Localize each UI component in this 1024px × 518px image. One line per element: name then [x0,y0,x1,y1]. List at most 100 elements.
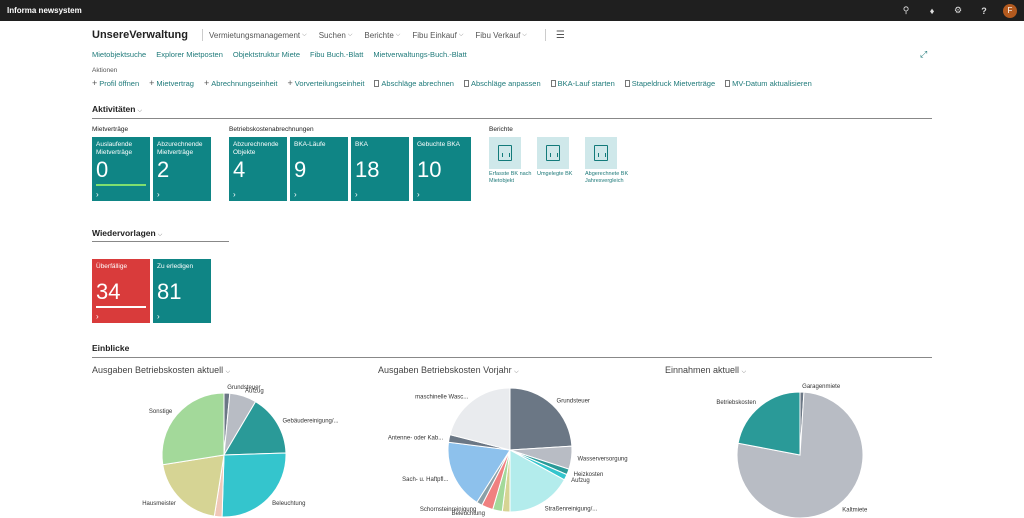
section-wiedervorlagen-title[interactable]: Wiedervorlagen ⌵ [92,228,162,239]
tile-ueberfaellige[interactable]: Überfällige 34 › [92,259,150,323]
pie-slice[interactable] [162,454,225,517]
tile-auslaufende-mietvertraege[interactable]: Auslaufende Mietverträge 0 › [92,137,150,201]
nav-item-label: Fibu Einkauf [412,30,457,40]
report-tile-abgerechnete-bk[interactable] [585,137,617,169]
tile-abzurechnende-mietvertraege[interactable]: Abzurechnende Mietverträge 2 › [153,137,211,201]
action-label: MV-Datum aktualisieren [732,78,812,88]
nav-item-fibu-verkauf[interactable]: Fibu Verkauf ⌵ [475,31,526,40]
tile-abzurechnende-objekte[interactable]: Abzurechnende Objekte 4 › [229,137,287,201]
tile-label: Überfällige [96,263,128,270]
pie-chart-einnahmen-aktuell: Garagenmiete Kaltmiete Betriebskosten [716,384,868,518]
actions-bar: + Profil öffnen + Mietvertrag + Abrechnungs… [92,78,812,88]
link-mietobjektsuche[interactable]: Mietobjektsuche [92,50,147,59]
chevron-right-icon: › [417,190,420,199]
gear-icon[interactable]: ⚙ [953,5,963,15]
pie-slice[interactable] [221,452,287,518]
pie-slice-label: Betriebskosten [716,400,756,406]
report-tile-erfasste-bk[interactable] [489,137,521,169]
pie-slice-label: Straßenreinigung/... [545,507,598,513]
action-bka-lauf-starten[interactable]: BKA-Lauf starten [550,78,615,88]
actions-label: Aktionen [92,67,118,74]
section-title-text: Wiedervorlagen [92,228,156,238]
nav-item-fibu-einkauf[interactable]: Fibu Einkauf ⌵ [412,31,463,40]
section-divider [92,118,932,119]
tile-label: Auslaufende Mietverträge [96,141,133,156]
tile-label: Zu erledigen [157,263,194,270]
chevron-right-icon: › [157,190,160,199]
tile-label: Abzurechnende Mietverträge [157,141,203,156]
chart-title-einnahmen-aktuell[interactable]: Einnahmen aktuell ⌵ [665,365,746,376]
section-aktivitaeten-title[interactable]: Aktivitäten ⌵ [92,104,142,115]
tile-bka-laeufe[interactable]: BKA-Läufe 9 › [290,137,348,201]
chevron-down-icon: ⌵ [741,369,747,375]
pie-slice-label: Hausmeister [142,501,176,507]
tile-value: 9 [294,157,307,182]
chevron-down-icon: ⌵ [137,108,143,114]
document-icon [624,79,630,87]
tile-value: 0 [96,157,109,182]
hamburger-menu-icon[interactable]: ☰ [555,29,565,41]
action-stapeldruck-mietvertraege[interactable]: Stapeldruck Mietverträge [624,78,716,88]
pie-slice[interactable] [509,449,566,513]
nav-item-label: Berichte [364,30,394,40]
pie-slice[interactable] [223,400,287,456]
bell-icon[interactable]: ♦ [929,5,935,16]
chevron-right-icon: › [355,190,358,199]
nav-item-label: Fibu Verkauf [475,30,521,40]
action-abschlaege-anpassen[interactable]: Abschläge anpassen [463,78,541,88]
tile-bka[interactable]: BKA 18 › [351,137,409,201]
chart-title-betriebskosten-vorjahr[interactable]: Ausgaben Betriebskosten Vorjahr ⌵ [378,365,519,376]
link-mietverwaltungs-buch-blatt[interactable]: Mietverwaltungs-Buch.-Blatt [373,50,467,59]
pie-slice[interactable] [737,391,801,456]
plus-icon: + [92,78,98,88]
chart-title-betriebskosten-aktuell[interactable]: Ausgaben Betriebskosten aktuell ⌵ [92,365,230,376]
top-bar: Informa newsystem ⚲ ♦ ⚙ ? F [0,0,1024,21]
group-label-berichte: Berichte [489,126,513,133]
nav-item-suchen[interactable]: Suchen ⌵ [319,31,353,40]
report-icon [498,145,512,161]
action-profil-oeffnen[interactable]: + Profil öffnen [92,78,139,88]
nav-item-label: Vermietungsmanagement [208,30,301,40]
action-mietvertrag[interactable]: + Mietvertrag [149,78,194,88]
chevron-down-icon: ⌵ [514,369,519,375]
pie-slice[interactable] [447,441,511,504]
chevron-down-icon: ⌵ [347,31,353,38]
report-tile-umgelegte-bk[interactable] [537,137,569,169]
chevron-down-icon: ⌵ [225,369,231,375]
tile-status-bar [96,306,146,308]
action-label: Stapeldruck Mietverträge [631,78,716,88]
chevron-down-icon: ⌵ [395,31,401,38]
help-icon[interactable]: ? [981,5,987,16]
page-title[interactable]: UnsereVerwaltung [92,29,188,41]
nav-item-berichte[interactable]: Berichte ⌵ [364,31,400,40]
chevron-down-icon: ⌵ [522,31,527,38]
action-abrechnungseinheit[interactable]: + Abrechnungseinheit [204,78,278,88]
tile-gebuchte-bka[interactable]: Gebuchte BKA 10 › [413,137,471,201]
action-abschlaege-abrechnen[interactable]: Abschläge abrechnen [374,78,454,88]
report-caption[interactable]: Abgerechnete BK Jahresvergleich [585,171,629,184]
action-vorverteilungseinheit[interactable]: + Vorverteilungseinheit [288,78,365,88]
pie-slice[interactable] [509,387,573,451]
pie-slice[interactable] [161,392,225,466]
action-label: Abschläge anpassen [470,78,541,88]
tile-zu-erledigen[interactable]: Zu erledigen 81 › [153,259,211,323]
document-icon [463,79,469,87]
pie-slice[interactable] [449,387,511,451]
quick-links: Mietobjektsuche Explorer Mietposten Obje… [92,50,467,59]
link-objektstruktur-miete[interactable]: Objektstruktur Miete [232,50,301,59]
link-explorer-mietposten[interactable]: Explorer Mietposten [156,50,223,59]
expand-icon[interactable]: ⤢ [920,49,928,59]
report-caption[interactable]: Umgelegte BK [537,171,573,177]
search-icon[interactable]: ⚲ [902,5,910,15]
action-mv-datum-aktualisieren[interactable]: MV-Datum aktualisieren [725,78,812,88]
avatar[interactable]: F [1003,3,1017,18]
pie-slice-label: maschinelle Wasc... [415,394,468,400]
action-label: Vorverteilungseinheit [294,78,365,88]
tile-label: BKA-Läufe [294,141,326,148]
report-caption[interactable]: Erfasste BK nach Mietobjekt [489,171,532,184]
report-icon [546,145,560,161]
tile-value: 81 [157,279,182,304]
nav-item-vermietungsmanagement[interactable]: Vermietungsmanagement ⌵ [209,31,307,40]
tile-value: 10 [417,157,442,182]
link-fibu-buch-blatt[interactable]: Fibu Buch.-Blatt [310,50,364,59]
